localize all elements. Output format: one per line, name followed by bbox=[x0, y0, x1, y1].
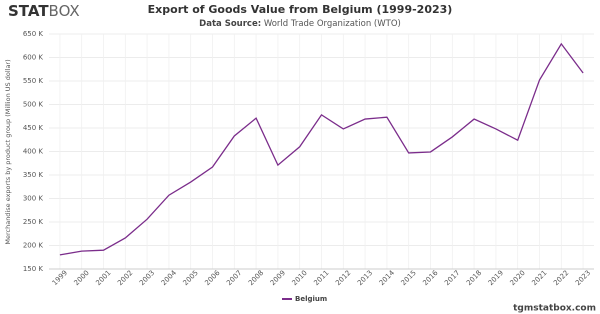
x-tick-label: 2016 bbox=[421, 268, 440, 287]
x-tick-label: 2022 bbox=[552, 269, 570, 287]
x-tick-label: 1999 bbox=[51, 269, 69, 287]
x-tick-label: 2001 bbox=[94, 269, 112, 287]
logo: STATBOX bbox=[8, 2, 80, 20]
y-tick-label: 550 K bbox=[23, 77, 44, 85]
x-tick-label: 2009 bbox=[269, 269, 287, 287]
x-tick-label: 2020 bbox=[509, 269, 527, 287]
chart-subtitle: Data Source: World Trade Organization (W… bbox=[199, 19, 401, 29]
x-tick-label: 2018 bbox=[465, 269, 483, 287]
x-tick-label: 2002 bbox=[116, 269, 134, 287]
y-tick-label: 500 K bbox=[23, 101, 44, 109]
y-tick-label: 600 K bbox=[23, 54, 44, 62]
x-tick-label: 2012 bbox=[334, 269, 352, 287]
y-tick-label: 250 K bbox=[23, 218, 44, 226]
site-credit: tgmstatbox.com bbox=[513, 304, 596, 314]
y-tick-label: 650 K bbox=[23, 30, 44, 38]
x-tick-label: 2013 bbox=[356, 269, 374, 287]
y-tick-label: 400 K bbox=[23, 148, 44, 156]
x-tick-label: 2007 bbox=[225, 269, 243, 287]
x-tick-label: 2008 bbox=[247, 269, 265, 287]
x-tick-label: 2003 bbox=[138, 269, 156, 287]
y-tick-label: 350 K bbox=[23, 171, 44, 179]
x-tick-label: 2021 bbox=[530, 269, 548, 287]
y-tick-label: 150 K bbox=[23, 265, 44, 273]
x-tick-label: 2019 bbox=[487, 269, 505, 287]
x-tick-label: 2000 bbox=[73, 269, 91, 287]
x-tick-label: 2011 bbox=[312, 269, 330, 287]
x-tick-label: 2014 bbox=[378, 268, 397, 287]
y-axis-label: Merchandise exports by product group (Mi… bbox=[4, 59, 12, 244]
legend-label: Belgium bbox=[295, 295, 327, 303]
x-tick-label: 2015 bbox=[400, 269, 418, 287]
x-tick-label: 2023 bbox=[574, 269, 592, 287]
line bbox=[59, 42, 584, 256]
x-tick-label: 2005 bbox=[182, 269, 200, 287]
x-tick-label: 2004 bbox=[160, 268, 179, 287]
x-tick-label: 2010 bbox=[291, 269, 309, 287]
y-tick-label: 200 K bbox=[23, 242, 44, 250]
x-tick-label: 2017 bbox=[443, 269, 461, 287]
x-tick-label: 2006 bbox=[203, 268, 222, 287]
y-tick-label: 450 K bbox=[23, 124, 44, 132]
y-tick-label: 300 K bbox=[23, 195, 44, 203]
chart-title: Export of Goods Value from Belgium (1999… bbox=[148, 3, 453, 16]
